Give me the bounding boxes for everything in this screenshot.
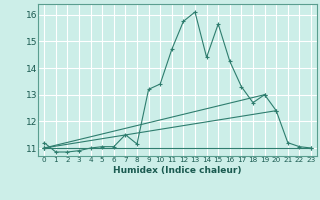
X-axis label: Humidex (Indice chaleur): Humidex (Indice chaleur) bbox=[113, 166, 242, 175]
